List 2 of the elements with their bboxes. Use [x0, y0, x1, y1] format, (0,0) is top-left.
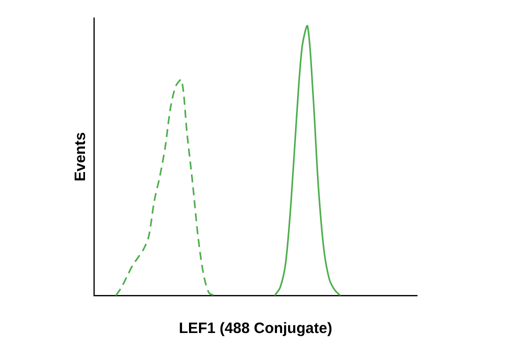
x-axis-title: LEF1 (488 Conjugate): [178, 320, 332, 338]
y-axis-title: Events: [72, 132, 90, 182]
